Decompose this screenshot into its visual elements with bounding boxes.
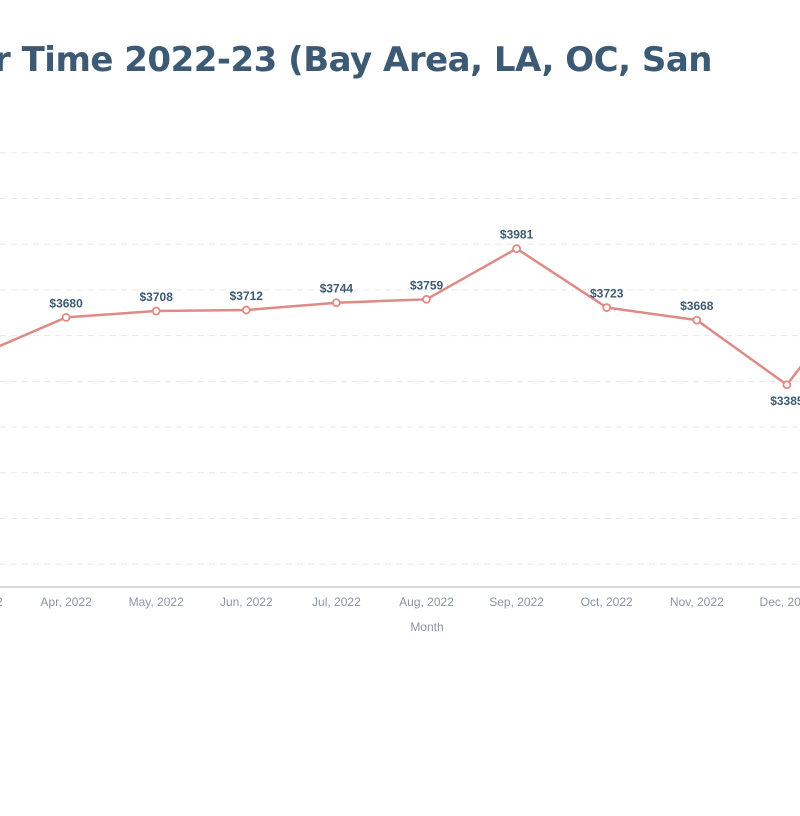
x-axis-title: Month (410, 620, 443, 634)
data-point (61, 312, 71, 322)
x-tick-label: Aug, 2022 (399, 595, 454, 609)
x-tick-label: Apr, 2022 (40, 595, 92, 609)
data-label: $3385 (770, 394, 800, 408)
x-tick-label: May, 2022 (129, 595, 184, 609)
x-tick-label: Nov, 2022 (670, 595, 724, 609)
x-tick-label: Sep, 2022 (489, 595, 544, 609)
data-point (331, 298, 341, 308)
data-label: $3712 (230, 289, 264, 303)
x-tick-label: Mar, 2022 (0, 595, 3, 609)
data-point (151, 306, 161, 316)
data-label: $3680 (49, 296, 83, 310)
data-point (692, 315, 702, 325)
data-point (422, 294, 431, 304)
data-label: $3759 (410, 278, 444, 292)
data-label: $3981 (500, 228, 534, 242)
data-point (782, 380, 792, 390)
x-tick-label: Oct, 2022 (581, 595, 633, 609)
x-tick-label: Dec, 2022 (760, 595, 800, 609)
data-label: $3723 (590, 287, 624, 301)
data-label: $3708 (140, 290, 174, 304)
data-label: $3668 (680, 299, 714, 313)
data-point (241, 305, 251, 315)
data-label: $3744 (320, 282, 354, 296)
chart-title: r Time 2022-23 (Bay Area, LA, OC, San (0, 40, 712, 80)
x-tick-label: Jun, 2022 (220, 595, 273, 609)
data-point (512, 244, 521, 253)
series-line (0, 247, 800, 387)
x-tick-label: Jul, 2022 (312, 595, 361, 609)
data-point (602, 303, 612, 312)
